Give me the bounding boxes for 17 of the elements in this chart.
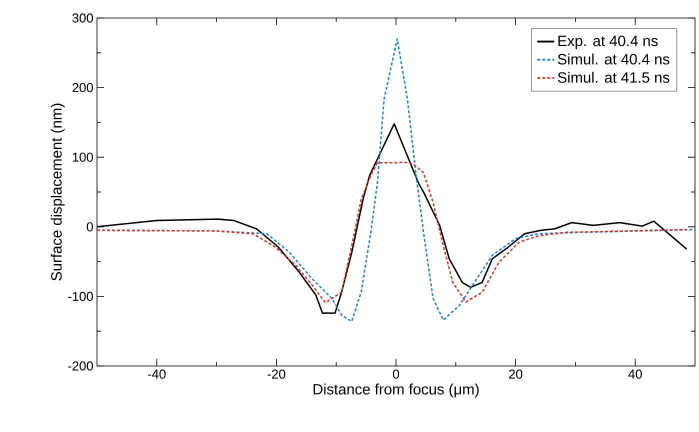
line-series: [97, 161, 688, 304]
x-tick-label: 20: [509, 370, 522, 379]
y-tick-label: 100: [72, 152, 93, 162]
x-tick-label: -20: [268, 370, 286, 379]
legend-label: Exp. at 40.4 ns: [558, 36, 658, 50]
y-tick-label: 0: [86, 222, 93, 232]
x-tick-label: 40: [628, 370, 642, 379]
y-tick-label: -200: [68, 361, 93, 371]
x-axis-title: Distance from focus (μm): [314, 384, 479, 398]
x-tick-label: -40: [148, 370, 166, 379]
y-axis-title: Surface displacement (nm): [50, 104, 65, 281]
y-tick-label: 200: [72, 83, 93, 92]
y-tick-label: -100: [68, 292, 93, 301]
x-tick-label: 0: [392, 370, 400, 379]
legend-label: Simul. at 40.4 ns: [558, 54, 670, 64]
legend-label: Simul. at 41.5 ns: [558, 72, 670, 83]
y-tick-label: 300: [72, 13, 93, 23]
